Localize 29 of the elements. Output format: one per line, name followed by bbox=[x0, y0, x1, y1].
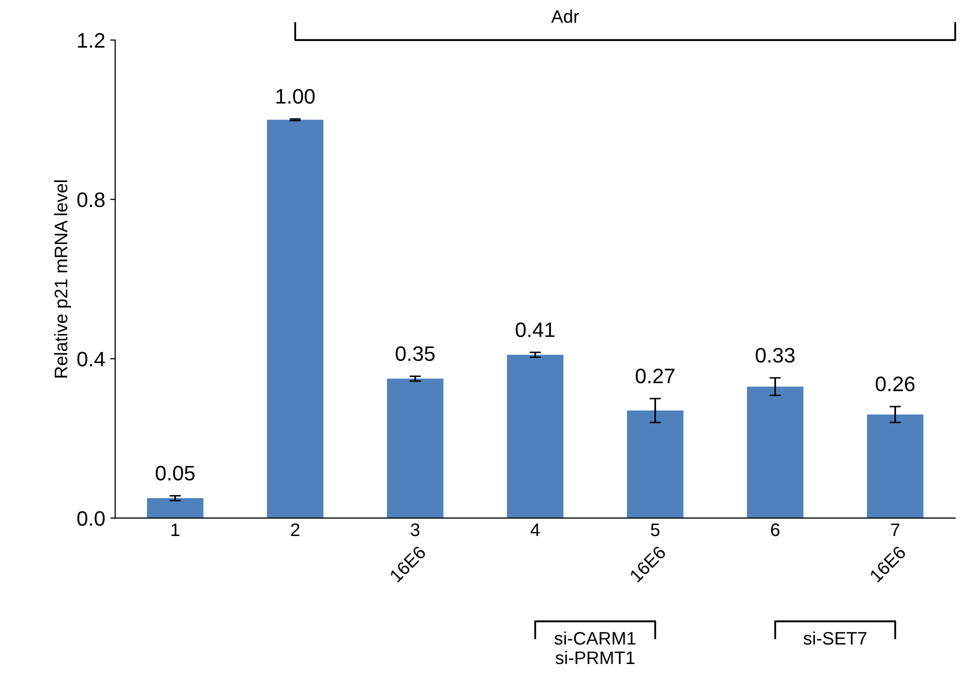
x-tick-label: 6 bbox=[771, 523, 780, 536]
y-axis-title: Relative p21 mRNA level bbox=[54, 180, 71, 378]
data-label: 0.33 bbox=[756, 348, 795, 363]
text: si-CARM1 si-PRMT1 bbox=[554, 631, 636, 664]
bar bbox=[387, 378, 444, 518]
y-tick-label: 0.0 bbox=[77, 511, 105, 526]
y-tick-label: 0.8 bbox=[77, 192, 105, 208]
x-tick-label: 5 bbox=[650, 524, 660, 536]
bar bbox=[147, 498, 204, 518]
data-label: 0.26 bbox=[876, 376, 915, 392]
text: Adr bbox=[551, 10, 579, 23]
data-label: 0.05 bbox=[156, 466, 195, 481]
bar bbox=[627, 410, 684, 518]
y-tick-label: 1.2 bbox=[78, 33, 104, 48]
bar bbox=[747, 386, 804, 518]
data-label: 0.35 bbox=[396, 346, 435, 362]
text: si-SET7 bbox=[804, 631, 866, 645]
x-tick-label: 3 bbox=[410, 523, 420, 536]
data-label: 1.00 bbox=[276, 88, 315, 104]
y-tick-label: 0.4 bbox=[77, 352, 105, 366]
x-tick-label: 2 bbox=[291, 523, 300, 536]
data-label: 0.41 bbox=[516, 322, 554, 338]
bar bbox=[507, 354, 564, 518]
bar bbox=[867, 414, 924, 518]
data-label: 0.27 bbox=[636, 368, 674, 384]
bar bbox=[267, 120, 324, 518]
x-tick-label: 4 bbox=[530, 524, 540, 536]
x-tick-label: 1 bbox=[172, 524, 180, 536]
x-tick-label: 7 bbox=[891, 524, 900, 536]
